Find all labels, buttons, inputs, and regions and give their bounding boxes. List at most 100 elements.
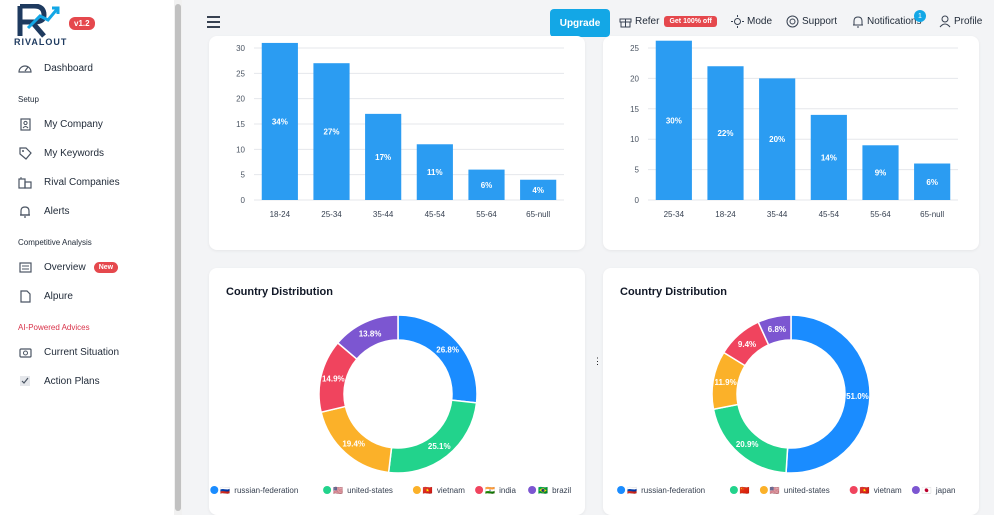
bell-icon <box>18 204 32 218</box>
legend-label[interactable]: vietnam <box>874 486 902 495</box>
chart-legend: 🇷🇺 russian-federation 🇨🇳 🇺🇸 united-states 🇻🇳 v… <box>617 486 955 495</box>
legend-marker[interactable] <box>412 486 421 494</box>
donut-slice[interactable] <box>785 314 871 474</box>
nav-my-keywords[interactable]: My Keywords <box>18 144 104 162</box>
bar-data-label: 6% <box>926 178 938 187</box>
country-donut-chart-1: 26.8% 25.1% 19.4% 14.9% 13.8% 🇷🇺 russian-feder… <box>210 314 571 495</box>
bar[interactable] <box>520 179 557 200</box>
logo-text: RIVALOUT <box>14 37 68 47</box>
y-tick-label: 20 <box>236 95 245 104</box>
mode-toggle[interactable]: Mode <box>731 15 772 28</box>
bar-data-label: 22% <box>717 129 733 138</box>
legend-marker[interactable] <box>528 486 537 494</box>
bar[interactable] <box>862 145 899 200</box>
legend-label[interactable]: brazil <box>552 486 571 495</box>
bar[interactable] <box>468 169 505 200</box>
support-link[interactable]: Support <box>786 15 837 28</box>
legend-label[interactable]: russian-federation <box>641 486 705 495</box>
notifications-link[interactable]: Notifications <box>852 15 921 28</box>
donut-slice[interactable] <box>387 399 478 474</box>
nav-rival-companies-label: Rival Companies <box>44 176 120 188</box>
camera-icon <box>18 345 32 359</box>
slice-data-label: 26.8% <box>436 346 459 355</box>
legend-flag-icon: 🇮🇳 <box>485 486 495 495</box>
refer-link[interactable]: Refer Get 100% off <box>619 15 717 28</box>
nav-dashboard[interactable]: Dashboard <box>18 59 93 77</box>
nav-current-situation[interactable]: Current Situation <box>18 343 119 361</box>
nav-overview[interactable]: Overview New <box>18 258 119 276</box>
legend-label[interactable]: united-states <box>347 486 393 495</box>
bar[interactable] <box>707 66 744 201</box>
bar-data-label: 34% <box>272 117 288 126</box>
country-card-title: Country Distribution <box>620 286 727 298</box>
nav-alerts-label: Alerts <box>44 205 70 217</box>
y-tick-label: 5 <box>241 171 246 180</box>
sidebar-scrollbar[interactable] <box>174 0 182 515</box>
legend-marker[interactable] <box>617 486 626 494</box>
resize-handle-icon[interactable]: ⋮ <box>593 356 602 366</box>
bar[interactable] <box>313 63 350 201</box>
nav-my-company[interactable]: My Company <box>18 115 103 133</box>
slice-data-label: 11.9% <box>714 378 736 387</box>
legend-label[interactable]: united-states <box>784 486 830 495</box>
legend-marker[interactable] <box>475 486 484 494</box>
bar-data-label: 30% <box>666 116 682 125</box>
x-tick-label: 65-null <box>526 210 550 219</box>
age-bar-chart-1: 0 5 10 15 20 25 30 34% 18-24 27% 25-34 17% 35-44 11% 4… <box>236 42 564 219</box>
rivalout-logo[interactable] <box>14 4 64 38</box>
scrollbar-thumb[interactable] <box>175 4 181 511</box>
sidebar: RIVALOUT v1.2 Dashboard Setup My Company… <box>0 0 174 515</box>
legend-marker[interactable] <box>323 486 332 494</box>
legend-marker[interactable] <box>210 486 219 494</box>
legend-label[interactable]: japan <box>935 486 956 495</box>
menu-toggle-icon[interactable] <box>207 16 220 31</box>
legend-flag-icon: 🇨🇳 <box>740 486 750 495</box>
bar-data-label: 20% <box>769 135 785 144</box>
list-icon <box>18 260 32 274</box>
upgrade-button[interactable]: Upgrade <box>550 9 610 37</box>
user-icon <box>939 15 951 28</box>
bar[interactable] <box>365 113 402 200</box>
y-tick-label: 15 <box>630 105 639 114</box>
x-tick-label: 35-44 <box>767 210 788 219</box>
bar[interactable] <box>914 163 951 200</box>
bar[interactable] <box>261 42 298 200</box>
x-tick-label: 18-24 <box>270 210 291 219</box>
bar[interactable] <box>759 78 796 200</box>
y-tick-label: 10 <box>236 145 245 154</box>
slice-data-label: 51.0% <box>846 392 869 401</box>
slice-data-label: 14.9% <box>322 374 345 383</box>
y-tick-label: 30 <box>236 44 245 53</box>
x-tick-label: 25-34 <box>664 210 685 219</box>
legend-label[interactable]: india <box>499 486 516 495</box>
bar[interactable] <box>416 144 453 200</box>
profile-link[interactable]: Profile <box>939 15 982 28</box>
nav-alpure[interactable]: Alpure <box>18 287 73 305</box>
nav-alerts[interactable]: Alerts <box>18 202 70 220</box>
donut-slice[interactable] <box>712 403 789 474</box>
donut-slice[interactable] <box>397 314 478 404</box>
legend-marker[interactable] <box>759 486 768 494</box>
bar-data-label: 11% <box>427 168 443 177</box>
age-chart-card-2: 0 5 10 15 20 25 30% 25-34 22% 18-24 20% 35-44 14% 45-… <box>603 36 979 250</box>
donut-slice[interactable] <box>336 314 399 361</box>
nav-action-plans[interactable]: Action Plans <box>18 372 100 390</box>
country-card-title: Country Distribution <box>226 286 333 298</box>
x-tick-label: 25-34 <box>321 210 342 219</box>
x-tick-label: 45-54 <box>425 210 446 219</box>
nav-my-keywords-label: My Keywords <box>44 147 105 159</box>
legend-marker[interactable] <box>911 486 920 494</box>
bar[interactable] <box>810 114 847 200</box>
legend-flag-icon: 🇺🇸 <box>770 486 780 495</box>
legend-label[interactable]: vietnam <box>437 486 465 495</box>
donut-slice[interactable] <box>757 314 792 346</box>
document-icon <box>18 289 32 303</box>
nav-rival-companies[interactable]: Rival Companies <box>18 173 120 191</box>
lifebuoy-icon <box>786 15 799 28</box>
legend-marker[interactable] <box>849 486 858 494</box>
y-tick-label: 0 <box>241 196 246 205</box>
legend-label[interactable]: russian-federation <box>234 486 298 495</box>
bar[interactable] <box>655 40 692 201</box>
mode-label: Mode <box>747 16 773 27</box>
legend-marker[interactable] <box>729 486 738 494</box>
